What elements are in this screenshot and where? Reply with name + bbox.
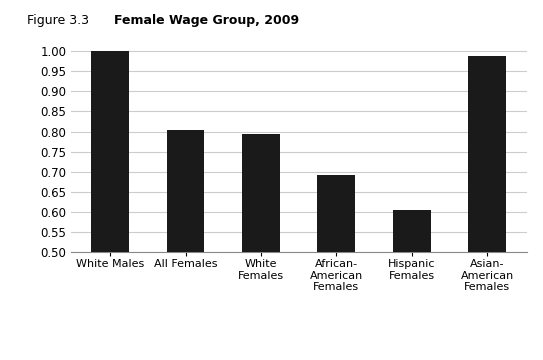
Bar [167, 130, 204, 360]
Bar [468, 56, 506, 360]
Bar [318, 175, 355, 360]
Text: Female Wage Group, 2009: Female Wage Group, 2009 [114, 14, 299, 27]
Bar [91, 51, 129, 360]
Bar [393, 210, 431, 360]
Bar [242, 134, 280, 360]
Text: Figure 3.3: Figure 3.3 [27, 14, 89, 27]
